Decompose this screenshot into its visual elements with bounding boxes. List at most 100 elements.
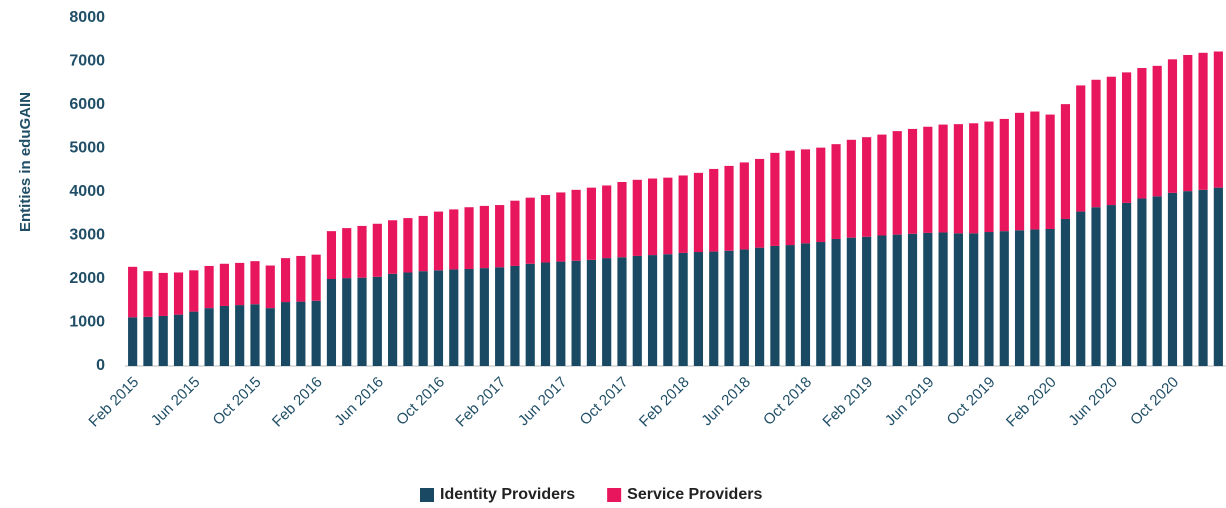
- x-tick-label: Feb 2018: [636, 374, 693, 431]
- bar-segment: [877, 134, 887, 236]
- bar-segment: [923, 126, 933, 233]
- bar-segment: [342, 228, 352, 279]
- bar-segment: [816, 147, 826, 243]
- bar-segment: [586, 187, 596, 260]
- bar-segment: [235, 262, 245, 306]
- y-tick-label: 3000: [69, 227, 105, 244]
- bar-segment: [1198, 52, 1208, 190]
- y-tick-label: 5000: [69, 140, 105, 157]
- bar-segment: [449, 269, 459, 366]
- bar-segment: [892, 131, 902, 235]
- bar-segment: [342, 278, 352, 366]
- x-tick-label: Oct 2017: [577, 374, 632, 429]
- bar-segment: [999, 118, 1009, 232]
- bar-segment: [525, 197, 535, 264]
- bar-segment: [1045, 114, 1055, 229]
- bar-segment: [204, 308, 214, 366]
- bar-segment: [1014, 112, 1025, 231]
- bar-segment: [1106, 76, 1116, 206]
- bar-segment: [1213, 187, 1223, 366]
- x-tick-label: Feb 2020: [1003, 374, 1060, 431]
- bar-segment: [1060, 218, 1071, 366]
- legend-label: Identity Providers: [440, 486, 575, 503]
- bar-segment: [632, 179, 642, 256]
- bar-segment: [907, 233, 918, 366]
- bar-segment: [617, 181, 627, 258]
- x-tick-label: Jun 2019: [882, 374, 938, 430]
- bar-segment: [984, 121, 994, 233]
- bar-segment: [1106, 205, 1116, 366]
- bar-segment: [189, 270, 199, 312]
- bar-segment: [326, 279, 337, 366]
- x-tick-label: Oct 2020: [1127, 374, 1182, 429]
- bar-segment: [816, 242, 826, 366]
- bar-segment: [128, 266, 138, 318]
- bar-segment: [1137, 198, 1147, 366]
- bar-segment: [1122, 202, 1132, 366]
- bar-segment: [1060, 104, 1071, 219]
- bar-segment: [495, 205, 505, 268]
- bar-segment: [449, 209, 459, 270]
- bar-segment: [1167, 192, 1178, 366]
- bar-segment: [556, 192, 566, 262]
- bar-segment: [586, 259, 596, 366]
- bar-segment: [678, 252, 688, 366]
- bar-segment: [770, 152, 780, 246]
- x-tick-label: Jun 2020: [1065, 374, 1121, 430]
- bar-segment: [479, 268, 489, 366]
- bar-segment: [923, 232, 933, 366]
- bar-segment: [388, 273, 398, 366]
- bar-segment: [602, 258, 612, 366]
- bar-segment: [602, 185, 612, 259]
- bar-segment: [693, 172, 704, 253]
- bar-segment: [556, 261, 566, 366]
- bar-segment: [739, 249, 749, 366]
- y-tick-label: 6000: [69, 96, 105, 113]
- bar-segment: [755, 158, 765, 248]
- bar-segment: [1198, 189, 1208, 366]
- bar-segment: [755, 247, 765, 366]
- bar-segment: [433, 270, 444, 366]
- bar-segment: [311, 300, 321, 366]
- bar-segment: [464, 268, 474, 366]
- bar-segment: [296, 255, 306, 302]
- bar-segment: [709, 251, 719, 366]
- bar-segment: [999, 231, 1009, 366]
- bar-segment: [250, 304, 260, 366]
- bar-segment: [632, 255, 642, 366]
- bar-segment: [724, 250, 734, 366]
- bar-segment: [280, 302, 291, 366]
- bar-segment: [1213, 51, 1223, 188]
- bar-segment: [1076, 85, 1086, 212]
- bar-segment: [724, 165, 734, 251]
- bar-segment: [219, 263, 229, 306]
- bar-segment: [418, 271, 428, 366]
- y-tick-label: 8000: [69, 9, 105, 26]
- bar-segment: [862, 137, 872, 237]
- bar-segment: [1076, 211, 1086, 366]
- y-tick-label: 0: [96, 357, 105, 374]
- bar-segment: [433, 211, 444, 271]
- bar-segment: [540, 195, 551, 263]
- bar-segment: [571, 260, 581, 366]
- bar-segment: [250, 261, 260, 305]
- bar-segment: [984, 232, 994, 366]
- bar-segment: [1030, 229, 1040, 366]
- bar-segment: [663, 254, 673, 366]
- bar-segment: [739, 162, 749, 250]
- bar-segment: [173, 272, 184, 315]
- bar-segment: [831, 238, 841, 366]
- y-axis-title: Entities in eduGAIN: [17, 92, 34, 232]
- bar-segment: [158, 315, 168, 366]
- bar-segment: [1030, 111, 1040, 230]
- bar-segment: [846, 139, 856, 238]
- x-tick-label: Jun 2016: [331, 374, 387, 430]
- bar-segment: [1137, 68, 1147, 199]
- bar-segment: [1091, 79, 1101, 208]
- bar-segment: [388, 220, 398, 274]
- bar-segment: [663, 177, 673, 255]
- bar-segment: [785, 245, 795, 366]
- x-tick-label: Jun 2018: [698, 374, 754, 430]
- y-tick-label: 2000: [69, 270, 105, 287]
